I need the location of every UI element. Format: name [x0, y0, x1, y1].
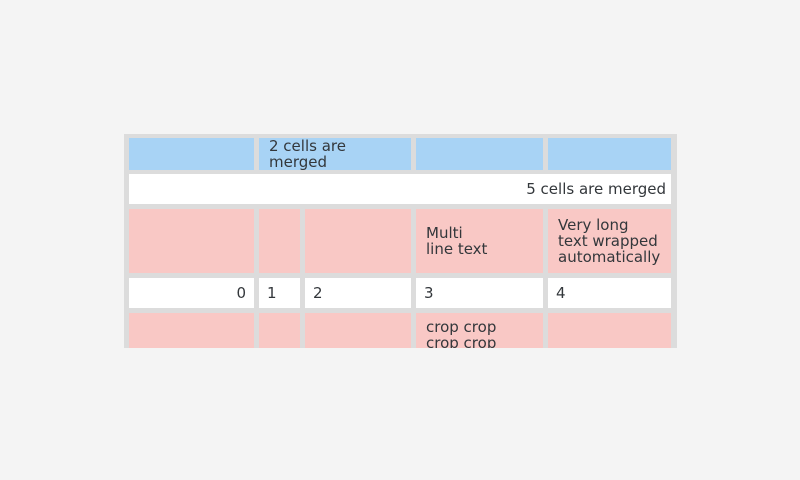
cell-r3c2[interactable] [259, 209, 300, 273]
cell-r4c2[interactable]: 1 [259, 278, 300, 308]
wrapped-text: Very long text wrapped automatically [558, 216, 661, 266]
number-2: 2 [313, 284, 323, 302]
table-widget: 2 cells are merged 5 cells are merged Mu… [124, 134, 677, 348]
cell-r3c1[interactable] [129, 209, 254, 273]
number-0: 0 [236, 284, 246, 302]
cell-r1c5[interactable] [548, 138, 671, 170]
number-1: 1 [267, 284, 277, 302]
cell-r4c1[interactable]: 0 [129, 278, 254, 308]
table-row-merged-2: 2 cells are merged [129, 138, 672, 170]
cell-r1c1[interactable] [129, 138, 254, 170]
number-3: 3 [424, 284, 434, 302]
cropped-text: crop crop crop crop [426, 318, 497, 348]
cell-r4c5[interactable]: 4 [548, 278, 671, 308]
multiline-text: Multi line text [426, 224, 488, 258]
merged-5-label: 5 cells are merged [526, 180, 666, 198]
table-row-merged-5: 5 cells are merged [129, 174, 672, 204]
merged-2-label: 2 cells are merged [269, 137, 346, 171]
cell-r5c4[interactable]: crop crop crop crop [416, 313, 543, 348]
cell-r5c1[interactable] [129, 313, 254, 348]
number-4: 4 [556, 284, 566, 302]
cell-r5c3[interactable] [305, 313, 411, 348]
cell-r3c4[interactable]: Multi line text [416, 209, 543, 273]
cell-r1c4[interactable] [416, 138, 543, 170]
table-row-multiline: Multi line text Very long text wrapped a… [129, 209, 672, 273]
table-row-numbers: 0 1 2 3 4 [129, 278, 672, 308]
cell-r4c4[interactable]: 3 [416, 278, 543, 308]
cell-r5c2[interactable] [259, 313, 300, 348]
cell-r2-merged[interactable]: 5 cells are merged [129, 174, 671, 204]
cell-r3c3[interactable] [305, 209, 411, 273]
cell-r4c3[interactable]: 2 [305, 278, 411, 308]
cell-r3c5[interactable]: Very long text wrapped automatically [548, 209, 671, 273]
cell-r5c5[interactable] [548, 313, 671, 348]
cell-r1-merged[interactable]: 2 cells are merged [259, 138, 411, 170]
table-row-cropped: crop crop crop crop [129, 313, 672, 348]
